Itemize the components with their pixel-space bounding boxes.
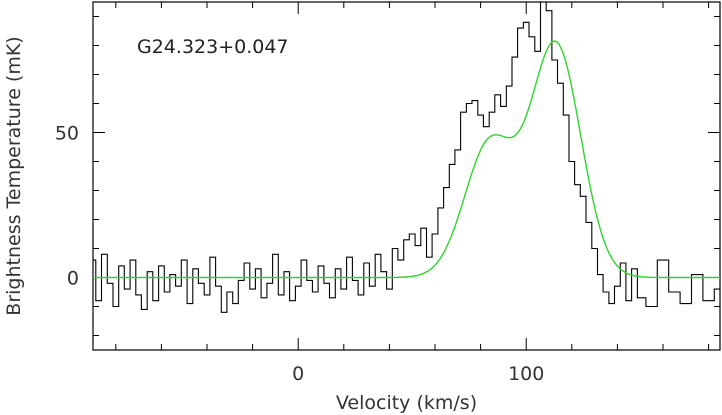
source-annotation: G24.323+0.047 [137,36,289,58]
observed-spectrum [93,1,720,313]
x-tick-label: 100 [508,363,544,385]
tick-labels: 0 100 0 50 [55,123,545,386]
y-tick-label: 0 [67,268,79,290]
x-axis-label: Velocity (km/s) [336,392,477,414]
fit-curve [93,40,720,279]
axis-ticks [93,2,720,350]
x-tick-label: 0 [292,363,304,385]
y-axis-label: Brightness Temperature (mK) [3,36,25,315]
plot-frame [92,1,721,351]
y-tick-label: 50 [55,123,79,145]
plot-frame-rect [92,1,721,351]
gaussian-fit [93,40,720,279]
spectrum-step-line [93,1,720,313]
